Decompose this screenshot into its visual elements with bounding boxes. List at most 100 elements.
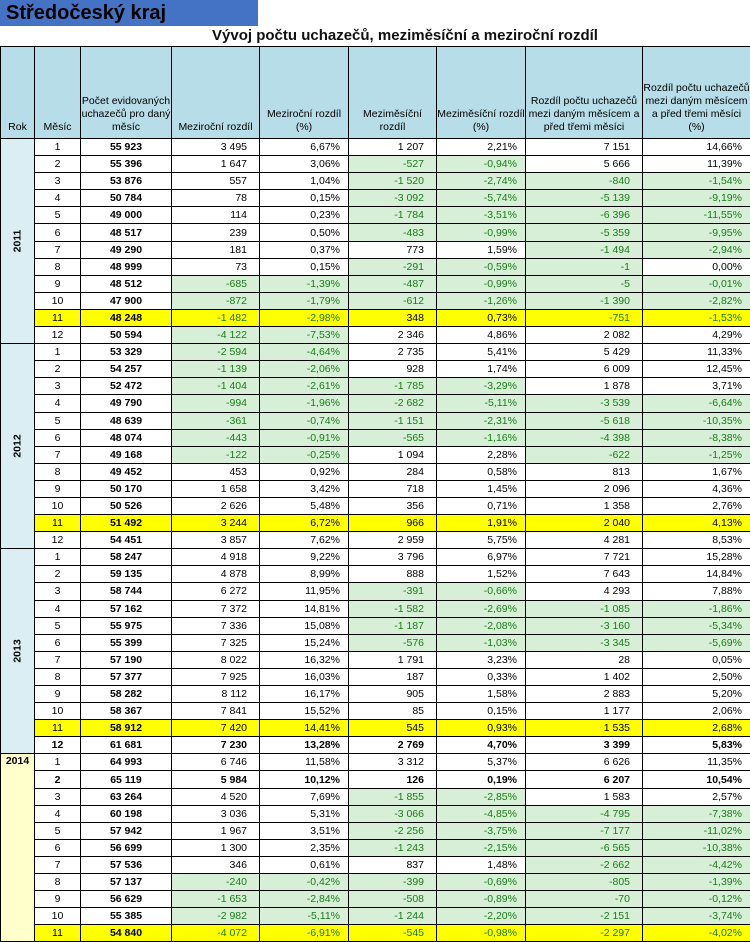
header-mesic: Měsíc: [35, 47, 81, 139]
diff-3m-cell: -805: [526, 874, 643, 891]
yoy-pct-cell: 15,52%: [260, 703, 349, 720]
mom-pct-cell: 3,23%: [437, 651, 526, 668]
yoy-pct-cell: 11,95%: [260, 583, 349, 600]
yoy-pct-cell: 6,67%: [260, 139, 349, 156]
yoy-pct-cell: 13,28%: [260, 737, 349, 754]
diff-3m-pct-cell: -11,02%: [643, 822, 750, 839]
diff-3m-cell: 813: [526, 463, 643, 480]
mom-cell: -1 243: [349, 839, 437, 856]
mom-cell: 2 735: [349, 344, 437, 361]
mom-pct-cell: 4,70%: [437, 737, 526, 754]
count-cell: 55 975: [81, 617, 172, 634]
count-cell: 48 639: [81, 412, 172, 429]
count-cell: 59 135: [81, 566, 172, 583]
yoy-cell: -1 404: [172, 378, 260, 395]
diff-3m-cell: -4 795: [526, 805, 643, 822]
diff-3m-cell: 28: [526, 651, 643, 668]
count-cell: 57 162: [81, 600, 172, 617]
diff-3m-cell: 1 535: [526, 720, 643, 737]
yoy-pct-cell: 7,69%: [260, 788, 349, 805]
month-cell: 6: [35, 634, 81, 651]
yoy-pct-cell: -2,98%: [260, 309, 349, 326]
mom-pct-cell: 2,28%: [437, 446, 526, 463]
diff-3m-cell: -1: [526, 258, 643, 275]
mom-cell: -487: [349, 275, 437, 292]
month-cell: 8: [35, 463, 81, 480]
diff-3m-pct-cell: -11,55%: [643, 207, 750, 224]
diff-3m-pct-cell: 2,06%: [643, 703, 750, 720]
mom-cell: 356: [349, 497, 437, 514]
year-cell: 2013: [1, 549, 35, 754]
yoy-cell: 2 626: [172, 497, 260, 514]
diff-3m-pct-cell: -7,38%: [643, 805, 750, 822]
yoy-pct-cell: 0,50%: [260, 224, 349, 241]
month-cell: 2: [35, 361, 81, 378]
count-cell: 58 744: [81, 583, 172, 600]
mom-cell: -2 682: [349, 395, 437, 412]
month-cell: 5: [35, 617, 81, 634]
mom-cell: -508: [349, 891, 437, 908]
count-cell: 47 900: [81, 292, 172, 309]
mom-cell: 2 959: [349, 532, 437, 549]
yoy-cell: 3 857: [172, 532, 260, 549]
yoy-pct-cell: 16,17%: [260, 686, 349, 703]
month-cell: 8: [35, 258, 81, 275]
mom-pct-cell: 0,19%: [437, 771, 526, 788]
mom-pct-cell: -2,08%: [437, 617, 526, 634]
month-cell: 9: [35, 275, 81, 292]
yoy-cell: 6 746: [172, 754, 260, 771]
header-mezirocni-pct: Meziroční rozdíl (%): [260, 47, 349, 139]
count-cell: 60 198: [81, 805, 172, 822]
yoy-cell: 1 967: [172, 822, 260, 839]
year-label: 2013: [10, 640, 24, 663]
count-cell: 54 840: [81, 925, 172, 942]
diff-3m-pct-cell: 12,45%: [643, 361, 750, 378]
count-cell: 49 000: [81, 207, 172, 224]
diff-3m-cell: -5 359: [526, 224, 643, 241]
count-cell: 49 290: [81, 241, 172, 258]
month-cell: 8: [35, 668, 81, 685]
diff-3m-pct-cell: 4,36%: [643, 480, 750, 497]
mom-pct-cell: -1,03%: [437, 634, 526, 651]
month-cell: 6: [35, 429, 81, 446]
mom-pct-cell: -2,74%: [437, 173, 526, 190]
month-cell: 6: [35, 224, 81, 241]
region-title: Středočeský kraj: [0, 0, 258, 26]
diff-3m-cell: -3 160: [526, 617, 643, 634]
yoy-cell: 7 336: [172, 617, 260, 634]
yoy-cell: 4 878: [172, 566, 260, 583]
header-mezimesicni-pct: Meziměsíční rozdíl (%): [437, 47, 526, 139]
diff-3m-cell: 7 151: [526, 139, 643, 156]
year-label: 2014: [6, 755, 29, 767]
header-rok: Rok: [1, 47, 35, 139]
count-cell: 50 170: [81, 480, 172, 497]
count-cell: 61 681: [81, 737, 172, 754]
yoy-pct-cell: 0,61%: [260, 856, 349, 873]
yoy-cell: -1 139: [172, 361, 260, 378]
mom-pct-cell: -1,26%: [437, 292, 526, 309]
mom-cell: 718: [349, 480, 437, 497]
mom-cell: -545: [349, 925, 437, 942]
diff-3m-pct-cell: 0,00%: [643, 258, 750, 275]
month-cell: 5: [35, 822, 81, 839]
yoy-pct-cell: 2,35%: [260, 839, 349, 856]
diff-3m-pct-cell: -1,39%: [643, 874, 750, 891]
diff-3m-pct-cell: -2,94%: [643, 241, 750, 258]
mom-cell: 888: [349, 566, 437, 583]
yoy-pct-cell: 3,42%: [260, 480, 349, 497]
header-mezirocni: Meziroční rozdíl: [172, 47, 260, 139]
yoy-cell: 4 520: [172, 788, 260, 805]
diff-3m-cell: 6 626: [526, 754, 643, 771]
mom-cell: -1 187: [349, 617, 437, 634]
mom-pct-cell: -0,69%: [437, 874, 526, 891]
mom-cell: -391: [349, 583, 437, 600]
year-cell: 2014: [1, 754, 35, 942]
